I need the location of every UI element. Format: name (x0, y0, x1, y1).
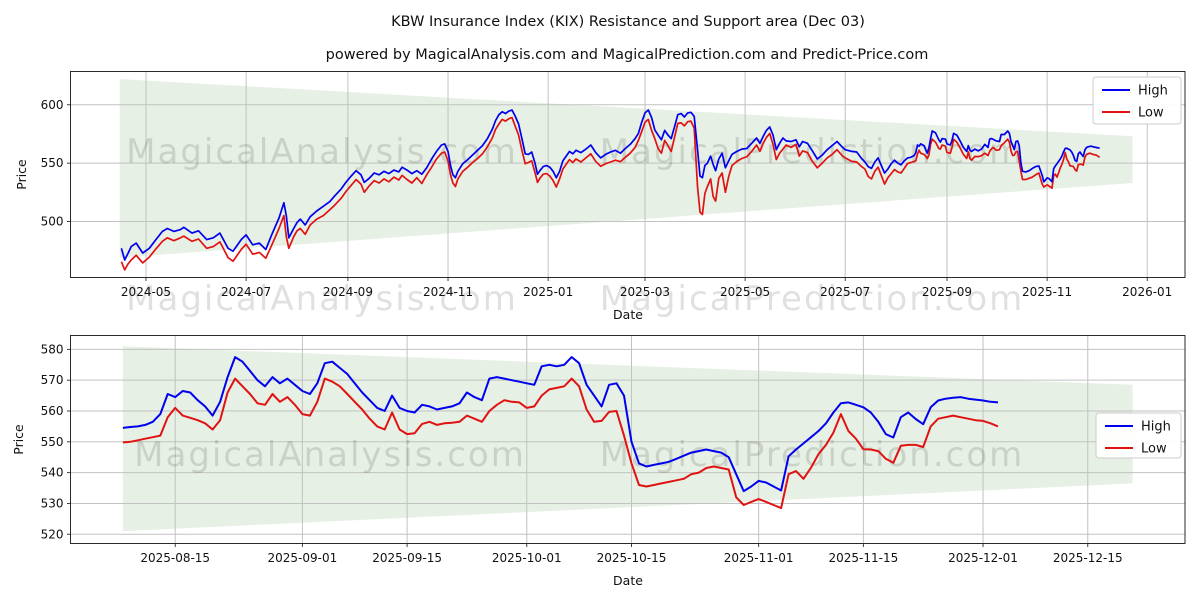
resistance-support-area (122, 346, 1133, 532)
x-tick-label: 2025-12-01 (948, 551, 1018, 565)
x-tick-label: 2026-01 (1122, 285, 1172, 299)
x-tick-label: 2025-11-15 (828, 551, 898, 565)
x-tick-label: 2025-09-15 (372, 551, 442, 565)
y-tick-label: 500 (41, 214, 64, 228)
low-line (122, 377, 999, 510)
top-chart-ylabel: Price (14, 159, 29, 190)
x-tick-label: 2025-03 (620, 285, 670, 299)
watermark-text: MagicalAnalysis.com (126, 132, 518, 172)
watermark-text: MagicalPrediction.com (600, 279, 1025, 319)
x-tick-label: 2025-10-15 (597, 551, 667, 565)
x-tick-label: 2025-07 (820, 285, 870, 299)
resistance-support-area (119, 79, 1133, 258)
watermark-text: MagicalPrediction.com (600, 435, 1025, 475)
x-tick-label: 2024-05 (121, 285, 171, 299)
y-tick-label: 530 (41, 496, 64, 510)
x-tick-label: 2025-05 (720, 285, 770, 299)
background-layer (70, 71, 1185, 544)
y-tick-label: 550 (41, 156, 64, 170)
x-tick-label: 2024-09 (323, 285, 373, 299)
watermark-text: MagicalAnalysis.com (126, 279, 518, 319)
watermark-text: MagicalPrediction.com (600, 132, 1025, 172)
plot-frame (70, 71, 1186, 278)
x-tick-label: 2025-08-15 (140, 551, 210, 565)
bottom-chart-ylabel: Price (11, 424, 26, 455)
page-subtitle: powered by MagicalAnalysis.com and Magic… (326, 47, 929, 63)
x-tick-label: 2025-11-01 (724, 551, 794, 565)
y-tick-label: 540 (41, 466, 64, 480)
y-tick-label: 550 (41, 435, 64, 449)
page-title: KBW Insurance Index (KIX) Resistance and… (391, 14, 865, 30)
bottom-chart-xlabel: Date (613, 573, 643, 588)
x-tick-label: 2024-07 (221, 285, 271, 299)
low-legend-label: Low (1141, 442, 1167, 457)
x-tick-label: 2025-09 (922, 285, 972, 299)
x-tick-label: 2025-10-01 (492, 551, 562, 565)
y-tick-label: 520 (41, 527, 64, 541)
high-legend-label: High (1138, 84, 1168, 99)
y-tick-label: 600 (41, 98, 64, 112)
top-chart-xlabel: Date (613, 307, 643, 322)
watermark-layer: MagicalAnalysis.com MagicalPrediction.com… (126, 132, 1025, 475)
y-tick-label: 570 (41, 373, 64, 387)
high-line (120, 109, 1100, 261)
watermark-text: MagicalAnalysis.com (134, 435, 526, 475)
y-tick-label: 560 (41, 404, 64, 418)
foreground-layer: 2024-05 2024-07 2024-09 2024-11 2025-01 2025-… (41, 71, 1186, 565)
x-tick-label: 2025-11 (1022, 285, 1072, 299)
high-legend-label: High (1141, 420, 1171, 435)
low-legend-label: Low (1138, 106, 1164, 121)
x-tick-label: 2025-01 (523, 285, 573, 299)
legend-box (1095, 412, 1182, 459)
low-line (120, 116, 1101, 271)
high-line (122, 356, 999, 493)
x-tick-label: 2025-12-15 (1053, 551, 1123, 565)
x-tick-label: 2024-11 (423, 285, 473, 299)
plot-frame (70, 335, 1186, 544)
y-tick-label: 580 (41, 342, 64, 356)
x-tick-label: 2025-09-01 (268, 551, 338, 565)
